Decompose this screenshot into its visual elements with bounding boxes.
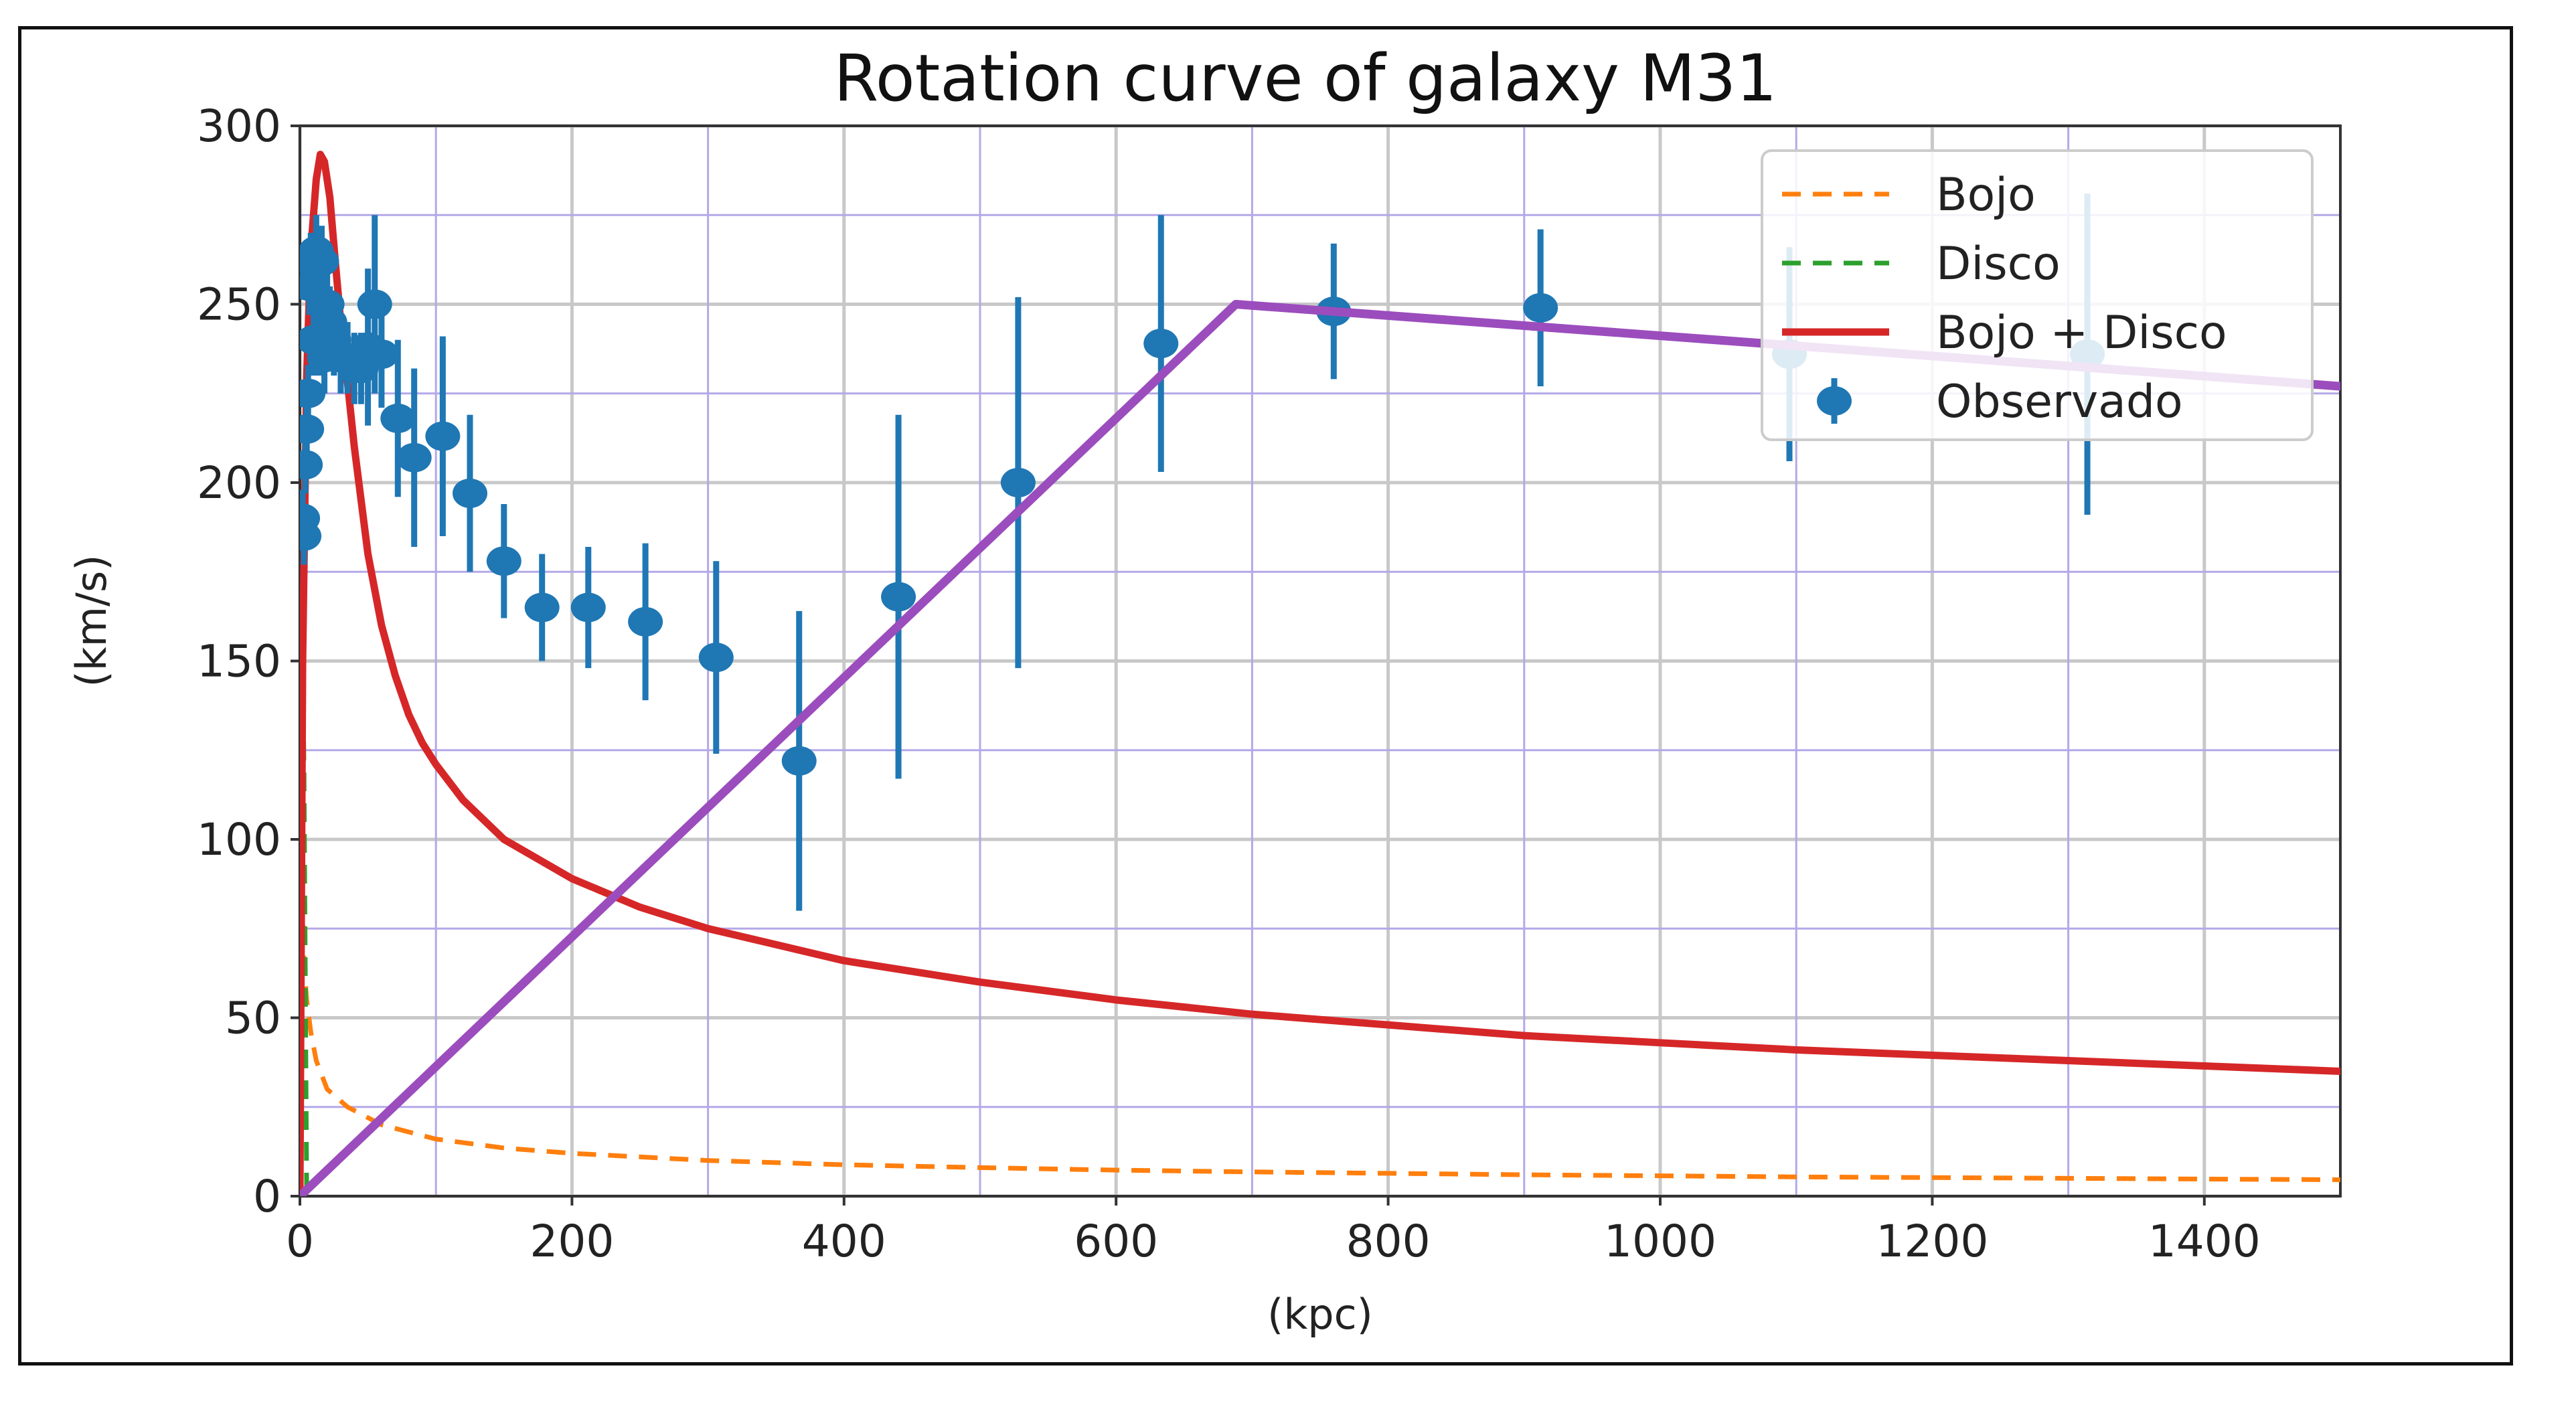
data-point xyxy=(304,246,339,276)
x-axis-label: (kpc) xyxy=(1267,1290,1373,1339)
series-bojo xyxy=(300,765,2340,1196)
data-point xyxy=(570,592,606,623)
data-point xyxy=(698,643,734,673)
y-tick-label: 250 xyxy=(197,279,281,331)
legend-label: Bojo xyxy=(1936,169,2036,222)
x-tick-label: 200 xyxy=(530,1216,614,1267)
y-tick-label: 150 xyxy=(197,636,281,687)
legend: Bojo Disco Bojo + Disco Observado xyxy=(1761,149,2314,441)
x-tick-label: 0 xyxy=(286,1216,314,1267)
series-line xyxy=(300,151,2340,1196)
x-tick-label: 400 xyxy=(802,1216,886,1267)
data-point xyxy=(881,582,916,612)
data-point xyxy=(781,746,817,776)
y-tick-label: 300 xyxy=(197,100,281,152)
legend-label: Disco xyxy=(1936,238,2061,291)
legend-label: Bojo + Disco xyxy=(1936,307,2227,359)
y-tick-label: 50 xyxy=(225,993,281,1044)
y-tick-label: 200 xyxy=(197,457,281,509)
series-bojo-disco xyxy=(300,151,2340,1196)
data-point xyxy=(524,592,560,623)
data-point xyxy=(380,404,416,434)
data-point xyxy=(1000,468,1036,497)
data-point xyxy=(364,339,399,369)
x-tick-label: 1400 xyxy=(2148,1216,2261,1267)
x-tick-label: 1200 xyxy=(1876,1216,1988,1267)
data-point xyxy=(357,289,392,319)
data-point xyxy=(425,421,461,451)
data-point xyxy=(628,606,663,637)
data-point xyxy=(1143,329,1179,359)
data-point xyxy=(300,378,326,408)
data-point xyxy=(486,546,521,576)
series-line xyxy=(300,765,2340,1196)
data-point xyxy=(396,442,432,473)
chart-title: Rotation curve of galaxy M31 xyxy=(834,41,1777,116)
legend-marker xyxy=(1817,386,1852,416)
data-point xyxy=(453,478,487,508)
data-point xyxy=(1523,293,1558,323)
x-tick-label: 1000 xyxy=(1604,1216,1716,1267)
legend-box xyxy=(1761,149,2314,441)
x-tick-label: 600 xyxy=(1074,1216,1158,1267)
x-tick-label: 800 xyxy=(1346,1216,1431,1267)
y-axis-label: (km/s) xyxy=(67,555,116,687)
legend-label: Observado xyxy=(1936,376,2183,428)
data-point xyxy=(300,521,322,551)
series-observado xyxy=(300,193,2105,911)
series-group xyxy=(300,151,2340,1196)
axis-ticks: 0 200 400 600 800 1000 1200 1400 0 50 100 150 200 250… xyxy=(197,100,2261,1267)
y-tick-label: 100 xyxy=(197,814,281,865)
y-tick-label: 0 xyxy=(253,1171,281,1222)
